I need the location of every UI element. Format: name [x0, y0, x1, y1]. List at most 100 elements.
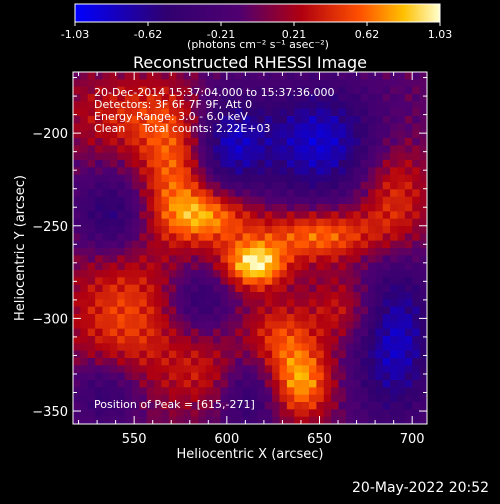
heatmap-cell — [338, 101, 347, 110]
heatmap-cell — [109, 343, 118, 352]
heatmap-cell — [301, 218, 310, 227]
heatmap-cell — [250, 94, 258, 102]
heatmap-cell — [353, 182, 362, 190]
heatmap-cell — [146, 145, 155, 154]
heatmap-cell — [117, 116, 126, 124]
heatmap-cell — [168, 152, 177, 161]
heatmap-cell — [316, 189, 325, 198]
heatmap-cell — [412, 138, 421, 146]
heatmap-cell — [73, 350, 81, 359]
heatmap-cell — [338, 145, 347, 154]
heatmap-cell — [250, 409, 258, 418]
heatmap-cell — [309, 211, 317, 220]
heatmap-cell — [205, 233, 214, 242]
heatmap-cell — [205, 196, 214, 205]
heatmap-cell — [353, 336, 362, 344]
heatmap-cell — [272, 211, 280, 220]
heatmap-cell — [161, 284, 170, 293]
heatmap-cell — [124, 262, 133, 271]
heatmap-cell — [161, 196, 170, 205]
heatmap-cell — [87, 174, 96, 183]
heatmap-cell — [294, 233, 303, 242]
heatmap-cell — [338, 182, 347, 190]
heatmap-cell — [235, 94, 244, 102]
heatmap-cell — [323, 116, 332, 124]
annotation-time-range: 20-Dec-2014 15:37:04.000 to 15:37:36.000 — [94, 86, 335, 99]
heatmap-cell — [412, 270, 421, 278]
heatmap-cell — [382, 248, 391, 256]
heatmap-cell — [198, 416, 207, 424]
heatmap-cell — [404, 328, 413, 337]
heatmap-cell — [80, 248, 89, 256]
heatmap-cell — [87, 299, 96, 308]
heatmap-cell — [213, 189, 221, 198]
heatmap-cell — [87, 328, 96, 337]
heatmap-cell — [250, 72, 258, 80]
heatmap-cell — [109, 174, 118, 183]
heatmap-cell — [294, 94, 303, 102]
heatmap-cell — [309, 145, 317, 154]
heatmap-cell — [102, 394, 111, 403]
heatmap-cell — [109, 321, 118, 330]
heatmap-cell — [345, 86, 354, 95]
heatmap-cell — [168, 394, 177, 403]
heatmap-cell — [353, 152, 362, 161]
heatmap-cell — [264, 416, 273, 424]
heatmap-cell — [368, 174, 376, 183]
heatmap-cell — [412, 233, 421, 242]
heatmap-cell — [235, 101, 244, 110]
heatmap-cell — [294, 365, 303, 374]
heatmap-cell — [382, 182, 391, 190]
heatmap-cell — [286, 394, 295, 403]
heatmap-cell — [132, 226, 140, 234]
heatmap-cell — [412, 248, 421, 256]
heatmap-cell — [368, 116, 376, 124]
heatmap-cell — [161, 262, 170, 271]
heatmap-cell — [353, 262, 362, 271]
heatmap-cell — [368, 262, 376, 271]
heatmap-cell — [168, 86, 177, 95]
heatmap-cell — [309, 101, 317, 110]
heatmap-cell — [382, 189, 391, 198]
heatmap-cell — [242, 86, 251, 95]
heatmap-cell — [390, 79, 398, 88]
heatmap-cell — [220, 365, 229, 374]
heatmap-cell — [412, 94, 421, 102]
heatmap-cell — [139, 196, 148, 205]
heatmap-cell — [73, 233, 81, 242]
heatmap-cell — [117, 86, 126, 95]
heatmap-cell — [227, 314, 236, 322]
heatmap-cell — [73, 145, 81, 154]
heatmap-cell — [213, 270, 221, 278]
heatmap-cell — [390, 336, 398, 344]
heatmap-cell — [146, 138, 155, 146]
heatmap-cell — [368, 255, 376, 264]
heatmap-cell — [360, 416, 369, 424]
heatmap-cell — [124, 182, 133, 190]
heatmap-cell — [242, 402, 251, 410]
heatmap-cell — [360, 321, 369, 330]
heatmap-cell — [316, 292, 325, 300]
heatmap-cell — [176, 248, 185, 256]
annotation-block: 20-Dec-2014 15:37:04.000 to 15:37:36.000… — [94, 86, 335, 135]
heatmap-cell — [117, 343, 126, 352]
heatmap-cell — [146, 160, 155, 168]
heatmap-cell — [220, 336, 229, 344]
heatmap-cell — [353, 196, 362, 205]
heatmap-cell — [139, 292, 148, 300]
heatmap-cell — [205, 240, 214, 249]
heatmap-cell — [73, 255, 81, 264]
heatmap-cell — [102, 255, 111, 264]
heatmap-cell — [235, 204, 244, 212]
heatmap-cell — [390, 189, 398, 198]
heatmap-cell — [154, 365, 162, 374]
heatmap-cell — [80, 72, 89, 80]
heatmap-cell — [73, 167, 81, 176]
heatmap-cell — [124, 226, 133, 234]
heatmap-cell — [205, 152, 214, 161]
heatmap-cell — [73, 101, 81, 110]
heatmap-cell — [323, 409, 332, 418]
heatmap-cell — [183, 101, 192, 110]
heatmap-cell — [250, 182, 258, 190]
heatmap-cell — [345, 299, 354, 308]
